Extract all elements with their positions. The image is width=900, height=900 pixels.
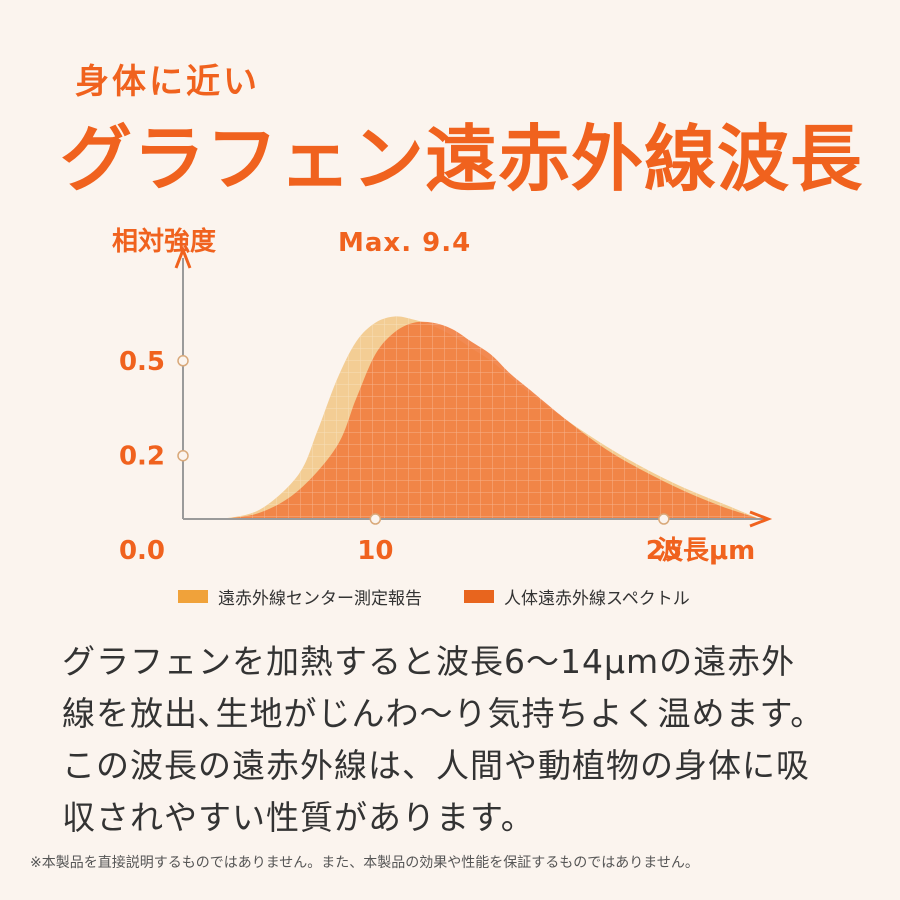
y-axis-arrow [174,245,192,269]
legend-item-human: 人体遠赤外線スペクトル [464,584,690,609]
description-line: この波長の遠赤外線は、人間や動植物の身体に吸 [62,746,810,785]
x-tick-label: 10 [357,536,393,566]
x-tick-mark [658,513,670,525]
x-tick-label: 25 [646,536,682,566]
y-axis-label: 相対強度 [112,226,216,257]
subtitle: 身体に近い [75,62,260,102]
x-axis-arrow [749,510,773,528]
legend-swatch-human [464,590,494,603]
legend-item-report: 遠赤外線センター測定報告 [178,584,422,609]
legend-label-report: 遠赤外線センター測定報告 [218,589,422,609]
legend: 遠赤外線センター測定報告 人体遠赤外線スペクトル [178,584,732,609]
legend-label-human: 人体遠赤外線スペクトル [504,589,690,609]
x-tick-mark [369,513,382,525]
axis-layer [174,245,773,528]
description: グラフェンを加熱すると波長6～14μmの遠赤外 線を放出､生地がじんわ～り気持ち… [62,636,852,844]
series-grid-texture [221,321,760,519]
peak-annotation: Max. 9.4 [338,228,471,258]
legend-swatch-report [178,590,208,603]
x-axis-label: 波長μm [657,536,755,566]
x-tick-label: 0.0 [119,536,165,566]
y-tick-mark [177,355,189,367]
y-tick-label: 0.5 [119,347,165,377]
page-title: グラフェン遠赤外線波長 [60,117,864,201]
series-layer [221,316,760,519]
description-line: グラフェンを加熱すると波長6～14μmの遠赤外 [62,642,796,681]
y-tick-label: 0.2 [119,442,165,472]
description-line: 収されやすい性質があります。 [62,798,535,837]
y-tick-mark [177,449,189,462]
description-line: 線を放出､生地がじんわ～り気持ちよく温めます。 [62,694,825,733]
footnote: ※本製品を直接説明するものではありません。また、本製品の効果や性能を保証するもの… [30,855,699,871]
